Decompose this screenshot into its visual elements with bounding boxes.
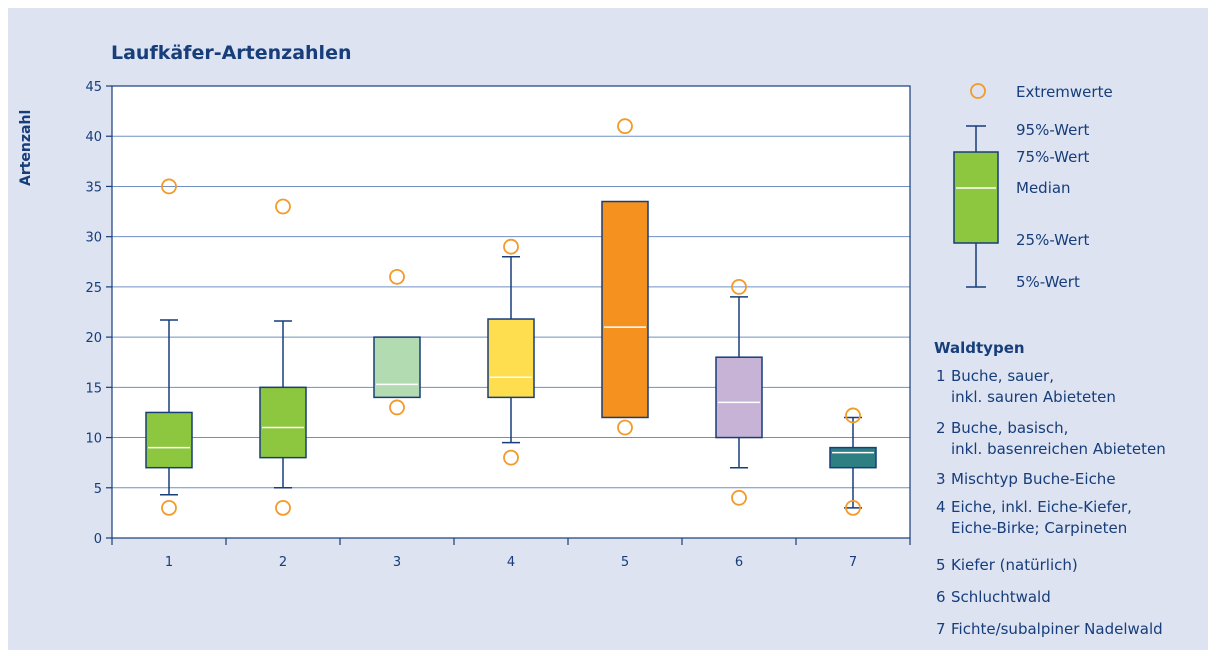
waldtypen-title: Waldtypen (934, 339, 1025, 357)
x-tick-label: 5 (621, 555, 629, 570)
outlier-point (275, 198, 291, 215)
x-tick-label: 7 (849, 555, 857, 570)
outlier-point (617, 419, 633, 436)
waldtyp-text: Buche, basisch, (951, 419, 1069, 437)
y-tick-label: 25 (85, 281, 102, 296)
chart-title: Laufkäfer-Artenzahlen (111, 42, 352, 64)
waldtyp-number: 7 (936, 620, 946, 638)
box-5 (601, 200, 649, 419)
y-tick-label: 35 (85, 180, 102, 195)
waldtyp-text-line2: inkl. sauren Abieteten (951, 388, 1116, 406)
waldtyp-text: Kiefer (natürlich) (951, 556, 1078, 574)
outlier-point (161, 499, 177, 516)
waldtyp-number: 2 (936, 419, 946, 437)
box-3 (373, 336, 421, 399)
outlier-point (161, 178, 177, 195)
waldtyp-text: Buche, sauer, (951, 367, 1054, 385)
y-tick-label: 40 (85, 130, 102, 145)
legend-box (953, 151, 999, 244)
box-6 (715, 356, 763, 439)
outlier-point (503, 238, 519, 255)
box-4 (487, 318, 535, 399)
outlier-point (845, 499, 861, 516)
x-tick-label: 4 (507, 555, 515, 570)
legend-median-label: Median (1016, 179, 1071, 197)
waldtyp-item-3: 3 Mischtyp Buche-Eiche (936, 469, 1116, 490)
legend-q3-label: 75%-Wert (1016, 148, 1090, 166)
y-tick-label: 5 (94, 482, 102, 497)
legend-outlier-label: Extremwerte (1016, 83, 1113, 101)
waldtyp-text-line2: inkl. basenreichen Abieteten (951, 440, 1166, 458)
box-2 (259, 386, 307, 459)
waldtyp-number: 3 (936, 470, 946, 488)
outlier-point (503, 449, 519, 466)
legend-p95-label: 95%-Wert (1016, 121, 1090, 139)
box-1 (145, 411, 193, 469)
plot-frame (111, 85, 911, 539)
outlier-point (845, 407, 861, 424)
outlier-point (731, 489, 747, 506)
x-tick-label: 3 (393, 555, 401, 570)
y-tick-label: 15 (85, 381, 102, 396)
y-tick-label: 20 (85, 331, 102, 346)
outlier-point (389, 268, 405, 285)
legend-outlier-marker (970, 83, 986, 99)
waldtyp-item-1: 1 Buche, sauer, inkl. sauren Abieteten (936, 366, 1116, 408)
waldtyp-text: Schluchtwald (951, 588, 1051, 606)
x-tick-label: 1 (165, 555, 173, 570)
waldtyp-number: 1 (936, 367, 946, 385)
waldtyp-text: Fichte/subalpiner Nadelwald (951, 620, 1163, 638)
y-tick-label: 10 (85, 432, 102, 447)
waldtyp-item-6: 6 Schluchtwald (936, 587, 1051, 608)
legend-p5-label: 5%-Wert (1016, 273, 1080, 291)
waldtyp-text-line2: Eiche-Birke; Carpineten (951, 519, 1128, 537)
y-tick-label: 45 (85, 80, 102, 95)
outlier-point (275, 499, 291, 516)
outlier-point (617, 118, 633, 135)
waldtyp-number: 6 (936, 588, 946, 606)
box-7 (829, 446, 877, 469)
outlier-point (389, 399, 405, 416)
x-tick-label: 6 (735, 555, 743, 570)
waldtyp-text: Eiche, inkl. Eiche-Kiefer, (951, 498, 1132, 516)
legend-q1-label: 25%-Wert (1016, 231, 1090, 249)
waldtyp-number: 4 (936, 498, 946, 516)
outlier-point (731, 278, 747, 295)
waldtyp-number: 5 (936, 556, 946, 574)
waldtyp-item-2: 2 Buche, basisch, inkl. basenreichen Abie… (936, 418, 1166, 460)
y-tick-label: 30 (85, 231, 102, 246)
y-tick-label: 0 (94, 532, 102, 547)
x-tick-label: 2 (279, 555, 287, 570)
waldtyp-item-7: 7 Fichte/subalpiner Nadelwald (936, 619, 1163, 640)
waldtyp-item-4: 4 Eiche, inkl. Eiche-Kiefer, Eiche-Birke;… (936, 497, 1132, 539)
y-axis-label: Artenzahl (18, 109, 34, 186)
waldtyp-item-5: 5 Kiefer (natürlich) (936, 555, 1078, 576)
waldtyp-text: Mischtyp Buche-Eiche (951, 470, 1116, 488)
